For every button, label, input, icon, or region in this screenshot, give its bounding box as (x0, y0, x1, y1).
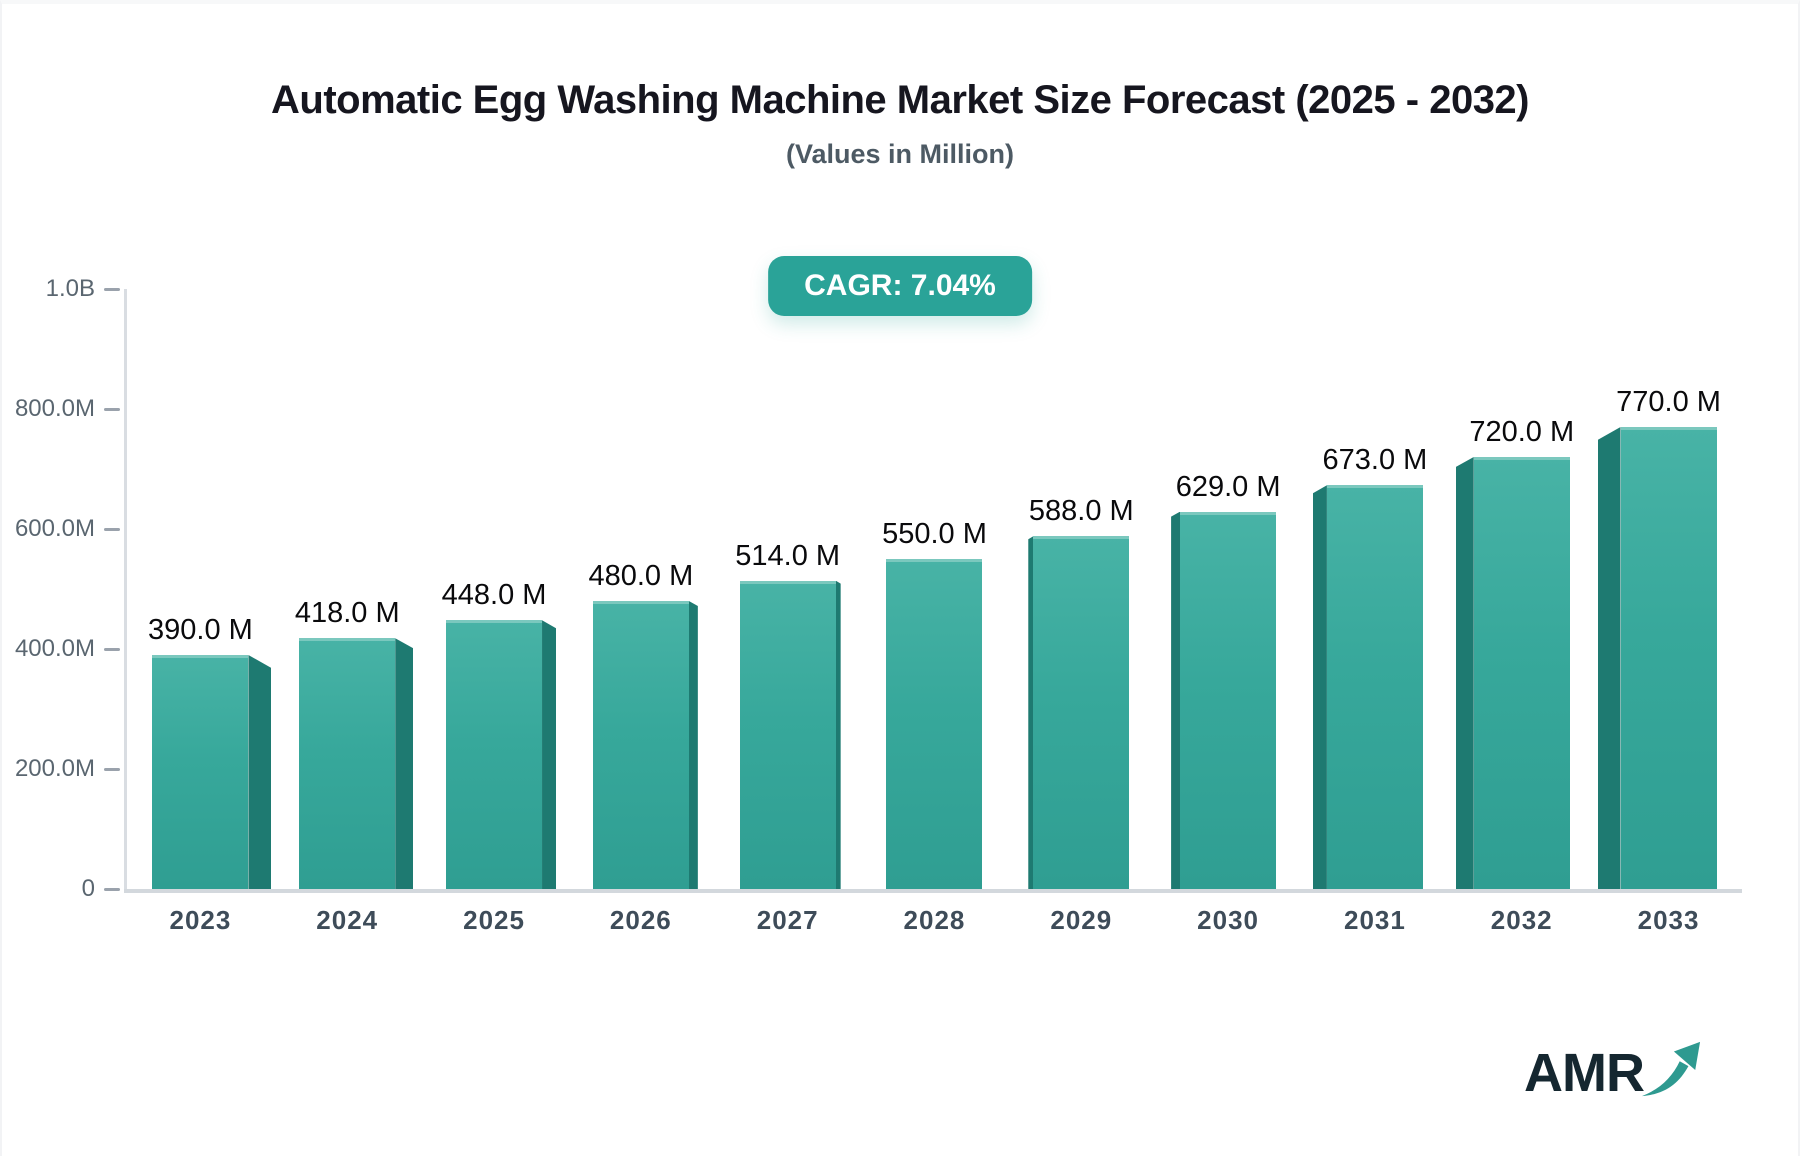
bar-2030: 629.0 M (1171, 471, 1280, 889)
bar-2031: 673.0 M (1312, 444, 1427, 889)
x-tick-label-2027: 2027 (756, 905, 819, 935)
chart-header: Automatic Egg Washing Machine Market Siz… (2, 4, 1798, 170)
bar-value-label: 720.0 M (1469, 416, 1575, 448)
x-tick-label-2024: 2024 (316, 905, 379, 935)
x-axis-labels: 2023 2024 2025 2026 2027 2028 2029 2030 2031 2032… (2, 905, 1798, 936)
chart-subtitle: (Values in Million) (785, 139, 1015, 169)
y-tick-800.0M: 800.0M (15, 395, 120, 423)
bar-3d-side (1597, 427, 1621, 889)
y-axis: 0 200.0M 400.0M 600.0M 800.0M 1.0B (14, 275, 124, 902)
bar-value-label: 588.0 M (1028, 495, 1134, 528)
x-tick-label-2026: 2026 (609, 905, 672, 935)
bar-group-2023: 390.0 M (127, 289, 274, 889)
y-tick-1.0B: 1.0B (46, 275, 120, 303)
bar-2023: 390.0 M (148, 614, 272, 889)
tick-dash-icon (104, 287, 120, 291)
bar-2024: 418.0 M (295, 597, 414, 889)
bar-group-2033: 770.0 M (1595, 289, 1742, 889)
x-tick-label-2023: 2023 (169, 905, 232, 935)
plot-area: 390.0 M 418.0 M 448.0 M 480.0 M 514.0 M 550.0… (124, 289, 1742, 893)
bar-2029: 588.0 M (1028, 495, 1134, 889)
x-axis-baseline (124, 889, 1742, 893)
bar-2027: 514.0 M (735, 540, 841, 889)
bar-value-label: 673.0 M (1322, 444, 1428, 477)
y-tick-600.0M: 600.0M (15, 515, 120, 543)
tick-dash-icon (104, 887, 120, 891)
bar-value-label: 448.0 M (441, 579, 547, 612)
y-tick-label: 1.0B (45, 275, 95, 302)
bar-group-2026: 480.0 M (567, 289, 714, 889)
bar-chart: 0 200.0M 400.0M 600.0M 800.0M 1.0B 390.0 M 418… (2, 275, 1798, 902)
cagr-badge: CAGR: 7.04% (768, 256, 1032, 316)
y-tick-label: 600.0M (14, 515, 95, 542)
amr-logo-text: AMR (1524, 1043, 1645, 1103)
x-tick-label-2029: 2029 (1050, 905, 1113, 935)
bar-group-2025: 448.0 M (421, 289, 568, 889)
bar-3d-side (1171, 511, 1181, 889)
bar-group-2029: 588.0 M (1008, 289, 1155, 889)
bar-group-2027: 514.0 M (714, 289, 861, 889)
bar-value-label: 390.0 M (148, 614, 253, 646)
bar-3d-side (542, 620, 557, 889)
tick-dash-icon (104, 767, 120, 771)
y-tick-400.0M: 400.0M (15, 635, 120, 663)
x-tick-label-2033: 2033 (1637, 905, 1700, 935)
bar-3d-side (1312, 485, 1327, 889)
bar-2032: 720.0 M (1455, 416, 1574, 889)
chart-title: Automatic Egg Washing Machine Market Siz… (271, 78, 1530, 122)
bar-3d-side (1028, 536, 1034, 889)
bar-2028: 550.0 M (882, 518, 987, 889)
bar-value-label: 514.0 M (735, 539, 841, 572)
y-tick-200.0M: 200.0M (15, 755, 120, 783)
bar-value-label: 550.0 M (882, 518, 987, 550)
tick-dash-icon (104, 407, 120, 411)
x-tick-label-2031: 2031 (1343, 905, 1406, 935)
bar-3d-side (835, 580, 841, 889)
tick-dash-icon (104, 527, 120, 531)
x-tick-label-2028: 2028 (903, 905, 966, 935)
bar-3d-side (1455, 457, 1474, 889)
bar-3d-side (395, 638, 414, 889)
y-tick-label: 0 (81, 875, 95, 902)
bar-3d-side (248, 655, 272, 889)
bar-group-2028: 550.0 M (861, 289, 1008, 889)
y-tick-0: 0 (82, 875, 120, 903)
bar-value-label: 770.0 M (1616, 386, 1721, 418)
x-tick-label-2025: 2025 (463, 905, 525, 935)
bar-value-label: 480.0 M (588, 560, 694, 592)
bar-group-2024: 418.0 M (274, 289, 421, 889)
y-tick-label: 400.0M (14, 635, 95, 662)
y-tick-label: 800.0M (14, 395, 95, 422)
trend-up-arrow-icon (1640, 1037, 1702, 1104)
bar-group-2030: 629.0 M (1155, 289, 1302, 889)
amr-logo: AMR (1524, 1041, 1702, 1104)
bar-group-2031: 673.0 M (1302, 289, 1449, 889)
x-tick-label-2032: 2032 (1490, 905, 1553, 935)
bar-group-2032: 720.0 M (1448, 289, 1595, 889)
y-tick-label: 200.0M (14, 755, 95, 782)
bar-2025: 448.0 M (442, 579, 557, 889)
bar-2026: 480.0 M (588, 560, 698, 889)
tick-dash-icon (104, 647, 120, 651)
bar-3d-side (688, 601, 698, 889)
bar-2033: 770.0 M (1597, 386, 1721, 889)
x-tick-label-2030: 2030 (1197, 905, 1260, 935)
bar-value-label: 418.0 M (294, 597, 400, 630)
bar-value-label: 629.0 M (1175, 470, 1281, 503)
